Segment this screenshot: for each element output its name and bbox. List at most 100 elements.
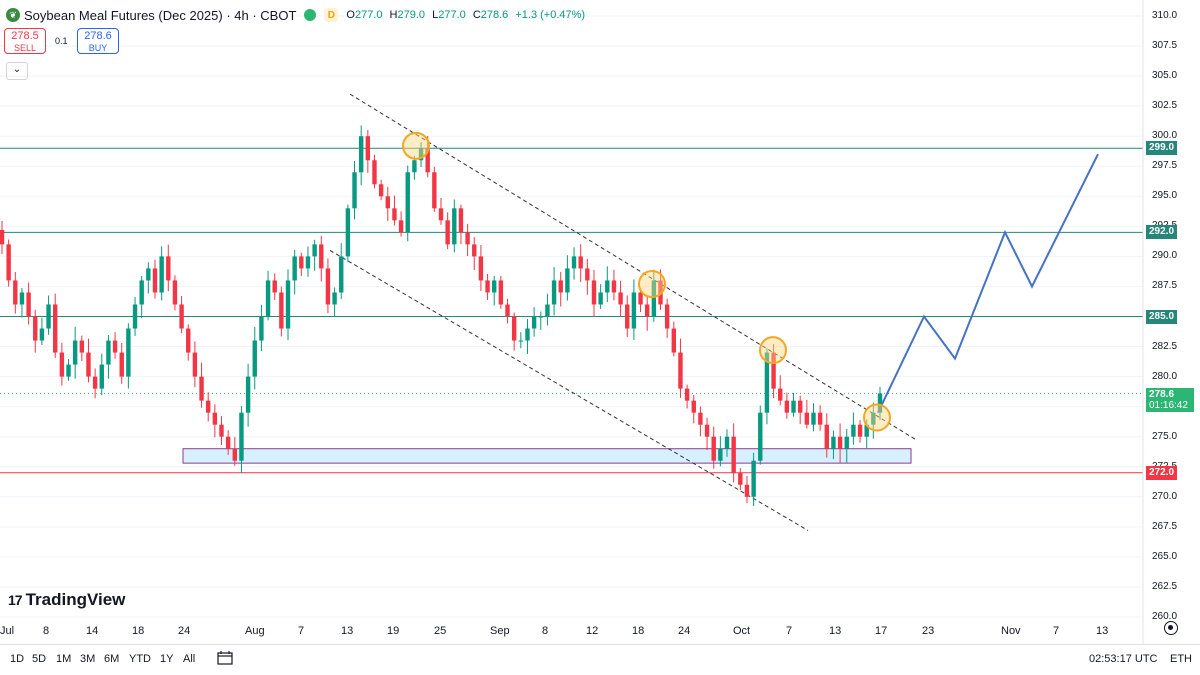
calendar-range-icon [217, 651, 233, 665]
candle-body [851, 424, 856, 437]
candle-body [86, 352, 91, 377]
touch-marker [638, 270, 666, 299]
projection-path-layer [877, 153, 1099, 414]
time-axis-label: 8 [542, 625, 549, 637]
candle-body [305, 256, 311, 269]
symbol-title[interactable]: Soybean Meal Futures (Dec 2025) · 4h · C… [24, 7, 297, 23]
candle-body [857, 424, 863, 437]
axis-settings-button[interactable] [1164, 621, 1178, 635]
gear-icon [1168, 625, 1173, 630]
candle-body [658, 280, 663, 305]
price-axis-label: 300.0 [1152, 130, 1178, 142]
candle-body [13, 280, 18, 305]
candle-body [811, 412, 816, 425]
market-status-icon[interactable] [304, 9, 317, 21]
candle-body [26, 292, 31, 317]
candle-body [531, 316, 537, 329]
price-axis-label: 282.5 [1152, 340, 1178, 352]
timeframe-button-1d[interactable]: 1D [10, 653, 25, 665]
price-axis-label: 280.0 [1152, 370, 1178, 382]
candle-body [565, 268, 570, 293]
price-axis-label: 305.0 [1152, 70, 1178, 82]
price-axis-label: 262.5 [1152, 580, 1178, 592]
level-tag: 272.0 [1146, 465, 1178, 480]
time-axis-label: 12 [586, 625, 599, 637]
candle-body [219, 424, 224, 437]
symbol-logo-icon[interactable]: ❦ [6, 8, 20, 22]
spread-value: 0.1 [55, 36, 68, 46]
candle-body [66, 364, 71, 377]
buy-button[interactable]: 278.6 BUY [77, 28, 119, 54]
candle-body [106, 340, 111, 365]
candle-body [92, 376, 98, 389]
utc-clock[interactable]: 02:53:17 UTC [1089, 653, 1158, 665]
timeframe-button-3m[interactable]: 3M [80, 653, 96, 665]
date-range-button[interactable] [217, 650, 233, 665]
price-axis-label: 297.5 [1152, 160, 1178, 172]
candle-body [179, 304, 184, 329]
candle-body [372, 160, 377, 185]
candle-body [205, 400, 211, 413]
candle-body [352, 172, 357, 209]
touch-marker [863, 403, 891, 432]
candle-body [19, 292, 25, 305]
candle-body [438, 208, 444, 221]
candle-body [152, 268, 158, 293]
candle-body [119, 352, 124, 377]
timeframe-button-1m[interactable]: 1M [56, 653, 72, 665]
timeframe-button-5d[interactable]: 5D [32, 653, 47, 665]
time-axis-label: 18 [632, 625, 645, 637]
candle-body [671, 328, 677, 353]
tradingview-wordmark: TradingView [25, 590, 126, 609]
candle-body [771, 352, 776, 389]
candle-body [578, 256, 583, 269]
timeframe-button-1y[interactable]: 1Y [160, 653, 174, 665]
candle-body [405, 172, 410, 233]
sell-button[interactable]: 278.5 SELL [4, 28, 46, 54]
candle-body [99, 364, 104, 389]
candle-body [272, 280, 277, 293]
candle-body [365, 136, 371, 161]
candle-body [784, 400, 790, 413]
candle-body [751, 460, 756, 497]
time-axis-label: Sep [490, 625, 510, 637]
timeframe-button-ytd[interactable]: YTD [129, 653, 151, 665]
candle-body [265, 280, 271, 317]
candle-body [166, 256, 171, 281]
candle-body [764, 352, 770, 413]
time-axis-label: Oct [733, 625, 751, 637]
session-toggle[interactable]: ETH [1170, 653, 1192, 665]
candle-body [525, 328, 530, 341]
candle-body [791, 400, 796, 413]
candle-body [112, 340, 118, 353]
timeframe-button-all[interactable]: All [183, 653, 196, 665]
time-axis-label: 23 [922, 625, 935, 637]
level-tag: 292.0 [1146, 225, 1178, 240]
candle-body [478, 256, 484, 281]
candle-body [358, 136, 364, 173]
horizontal-levels-layer [0, 147, 1143, 474]
candle-body [844, 436, 849, 449]
current-price-value: 278.6 [1149, 389, 1175, 400]
candle-body [312, 244, 317, 257]
collapse-button[interactable]: ⌄ [6, 62, 28, 80]
chart-header: ❦ Soybean Meal Futures (Dec 2025) · 4h ·… [0, 0, 589, 30]
support-zone-layer [182, 448, 912, 464]
timeframe-button-6m[interactable]: 6M [104, 653, 120, 665]
candle-body [59, 352, 65, 377]
candle-body [711, 436, 716, 461]
tradingview-mark-icon: 17 [8, 592, 23, 608]
candle-body [259, 316, 264, 341]
candle-body [378, 184, 384, 197]
buy-price: 278.6 [84, 30, 112, 42]
data-delay-badge[interactable]: D [324, 8, 339, 22]
candle-body [558, 280, 563, 293]
candle-body [239, 412, 244, 461]
bottom-bar-divider [0, 644, 1200, 645]
price-axis-label: 310.0 [1152, 10, 1178, 21]
candle-body [817, 412, 823, 425]
time-axis-label: Aug [245, 625, 265, 637]
tradingview-logo[interactable]: 17 TradingView [8, 590, 125, 610]
touch-markers-layer [402, 131, 891, 432]
